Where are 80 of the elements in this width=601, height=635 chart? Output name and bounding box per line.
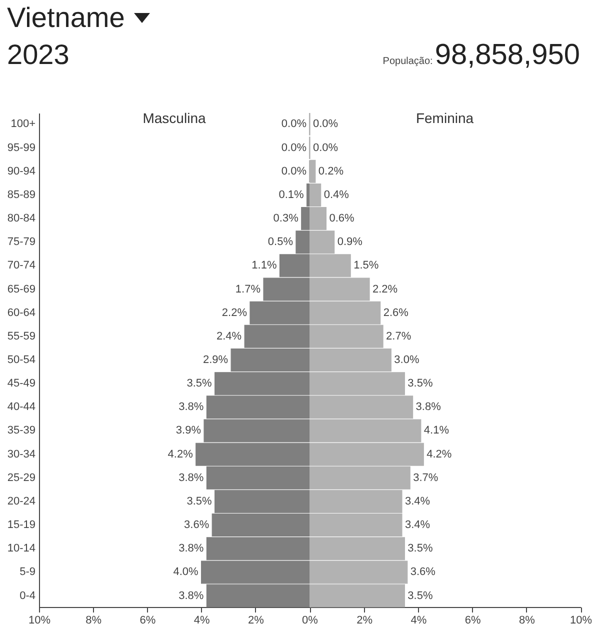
data-label: 4.0% [173,566,199,578]
y-tick-label: 40-44 [7,401,36,414]
data-label: 3.9% [176,424,202,437]
data-label: 3.8% [178,590,204,602]
data-label: 2.2% [222,306,248,319]
data-label: 0.6% [328,212,354,225]
data-label: 3.6% [410,566,436,578]
x-tick-label: 2% [248,614,264,626]
data-label: 4.2% [168,448,194,460]
chart-title: Masculina [142,110,206,126]
x-tick-label: 6% [140,614,156,626]
y-tick-label: 45-49 [7,378,36,390]
x-tick-label: 10% [569,614,592,626]
data-label: 3.8% [178,401,204,414]
y-tick-label: 30-34 [7,448,36,460]
data-label: 3.4% [404,519,430,532]
data-label: 1.5% [353,260,378,272]
y-tick-label: 70-74 [7,260,36,272]
y-tick-label: 65-69 [7,283,36,296]
x-tick-label: 10% [28,614,51,626]
data-label: 0.9% [336,236,362,248]
text: 2023 [7,38,70,72]
x-tick-label: 0% [302,614,318,626]
data-label: 0.5% [268,236,294,248]
data-label: 3.5% [407,542,432,555]
data-label: 0.3% [273,212,299,225]
y-tick-label: 5-9 [20,566,36,578]
data-label: 3.6% [184,519,210,532]
data-label: 3.8% [415,401,441,414]
data-label: 2.6% [382,306,408,319]
y-tick-label: 75-79 [7,236,36,248]
y-tick-label: 15-19 [7,519,36,532]
data-label: 0.1% [278,188,304,201]
y-tick-label: 85-89 [7,188,36,201]
y-tick-label: 90-94 [7,165,36,178]
data-label: 0.0% [312,118,338,130]
y-tick-label: 0-4 [20,590,36,602]
y-tick-label: 95-99 [7,142,36,154]
y-tick-label: 35-39 [7,424,36,437]
y-tick-label: 60-64 [7,306,36,319]
data-label: 3.0% [394,354,419,366]
x-tick-label: 6% [464,614,480,626]
data-label: 0.0% [281,142,307,154]
data-label: 0.2% [318,165,344,178]
data-label: 0.0% [312,142,338,154]
data-label: 0.4% [323,188,349,201]
y-tick-label: 80-84 [7,212,36,225]
data-label: 3.5% [407,378,432,390]
data-label: 3.8% [178,542,204,555]
data-label: 3.8% [178,472,204,484]
data-label: 2.9% [202,354,228,366]
data-label: 2.4% [216,330,242,342]
x-tick-label: 2% [356,614,372,626]
y-tick-label: 10-14 [7,542,36,555]
text: Vietname [7,2,125,33]
y-tick-label: 50-54 [7,354,36,366]
y-tick-label: 55-59 [7,330,36,342]
data-label: 1.1% [252,260,277,272]
data-label: 3.7% [412,472,438,484]
text: População: [382,56,433,67]
x-tick-label: 4% [194,614,210,626]
data-label: 4.1% [423,424,449,437]
y-tick-label: 20-24 [7,495,36,508]
data-label: 0.0% [281,118,307,130]
data-label: 2.7% [386,330,411,342]
y-tick-label: 100+ [10,118,36,130]
chart-title: Feminina [416,110,474,126]
x-tick-label: 4% [410,614,426,626]
y-tick-label: 25-29 [7,472,36,484]
data-label: 2.2% [372,283,398,296]
text: 98,858,950 [434,39,580,71]
data-label: 3.5% [186,495,212,508]
data-label: 3.5% [407,590,432,602]
data-label: 3.4% [404,495,430,508]
data-label: 1.7% [235,283,261,296]
data-label: 3.5% [186,378,212,390]
data-label: 4.2% [426,448,452,460]
x-tick-label: 8% [86,614,102,626]
data-label: 0.0% [281,165,307,178]
x-tick-label: 8% [518,614,535,626]
